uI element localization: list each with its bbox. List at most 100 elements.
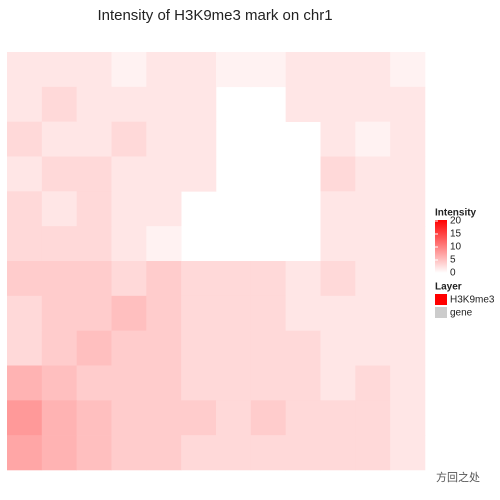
heat-cell <box>146 295 182 331</box>
heat-cell <box>355 226 391 262</box>
heat-cell <box>111 365 147 401</box>
heat-cell <box>390 52 426 88</box>
heat-cell <box>250 400 286 436</box>
heat-cell <box>111 435 147 471</box>
heat-cell <box>250 52 286 88</box>
heat-cell <box>390 156 426 192</box>
heat-cell <box>7 400 43 436</box>
heat-cell <box>320 400 356 436</box>
heat-cell <box>76 226 112 262</box>
heat-cell <box>111 295 147 331</box>
heat-cell <box>285 330 321 366</box>
heat-cell <box>41 435 77 471</box>
heat-cell <box>111 156 147 192</box>
heat-cell <box>320 365 356 401</box>
heat-cell <box>7 156 43 192</box>
heat-cell <box>111 52 147 88</box>
heat-cell <box>320 156 356 192</box>
legend-label: gene <box>450 308 473 319</box>
heat-cell <box>320 52 356 88</box>
heat-cell <box>76 191 112 227</box>
heat-cell <box>390 191 426 227</box>
heat-cell <box>216 400 252 436</box>
heat-cell <box>216 52 252 88</box>
heat-cell <box>76 52 112 88</box>
heat-cell <box>7 365 43 401</box>
heat-cell <box>390 226 426 262</box>
heat-cell <box>181 121 217 157</box>
heat-cell <box>76 121 112 157</box>
heat-cell <box>111 226 147 262</box>
heat-cell <box>250 435 286 471</box>
heat-cell <box>285 261 321 297</box>
heat-cell <box>355 86 391 122</box>
heat-cell <box>181 400 217 436</box>
heat-cell <box>41 156 77 192</box>
heat-cell <box>355 330 391 366</box>
heat-cell <box>41 365 77 401</box>
heat-cell <box>250 295 286 331</box>
heat-cell <box>41 121 77 157</box>
heat-cell <box>320 435 356 471</box>
heat-cell <box>181 261 217 297</box>
colorbar-label: 15 <box>450 229 462 240</box>
heat-cell <box>181 330 217 366</box>
colorbar-label: 0 <box>450 268 456 279</box>
heat-cell <box>355 121 391 157</box>
heat-cell <box>320 191 356 227</box>
heat-cell <box>146 400 182 436</box>
heat-cell <box>181 52 217 88</box>
heat-cell <box>41 191 77 227</box>
heat-cell <box>355 156 391 192</box>
heat-cell <box>7 295 43 331</box>
heat-cell <box>355 295 391 331</box>
heat-cell <box>7 435 43 471</box>
heat-cell <box>41 226 77 262</box>
heat-cell <box>146 191 182 227</box>
heat-cell <box>146 261 182 297</box>
heat-cell <box>285 400 321 436</box>
heat-cell <box>146 156 182 192</box>
heat-cell <box>41 295 77 331</box>
heat-cell <box>320 261 356 297</box>
heat-cell <box>390 435 426 471</box>
heat-cell <box>41 400 77 436</box>
heat-cell <box>320 86 356 122</box>
heat-cell <box>320 226 356 262</box>
heat-cell <box>285 86 321 122</box>
heat-cell <box>41 86 77 122</box>
heat-cell <box>285 52 321 88</box>
heat-cell <box>320 330 356 366</box>
heat-cell <box>41 261 77 297</box>
heat-cell <box>7 86 43 122</box>
colorbar-label: 5 <box>450 255 456 266</box>
heat-cell <box>355 435 391 471</box>
heat-cell <box>390 365 426 401</box>
legend-title: Layer <box>435 282 462 293</box>
heat-cell <box>285 435 321 471</box>
heat-cell <box>320 121 356 157</box>
heat-cell <box>181 156 217 192</box>
heat-cell <box>76 261 112 297</box>
legend-title: Intensity <box>435 208 477 219</box>
heat-cell <box>111 330 147 366</box>
heat-cell <box>181 435 217 471</box>
heat-cell <box>7 191 43 227</box>
heat-cell <box>390 295 426 331</box>
colorbar-label: 10 <box>450 242 462 253</box>
heat-cell <box>146 330 182 366</box>
heat-cell <box>250 261 286 297</box>
heat-cell <box>76 330 112 366</box>
heat-cell <box>216 261 252 297</box>
heat-cell <box>216 330 252 366</box>
heat-cell <box>111 191 147 227</box>
heat-cell <box>7 330 43 366</box>
heat-cell <box>320 295 356 331</box>
heat-cell <box>41 330 77 366</box>
heat-cell <box>216 365 252 401</box>
heat-cell <box>355 261 391 297</box>
heat-cell <box>76 295 112 331</box>
heat-cell <box>216 435 252 471</box>
heat-cell <box>250 330 286 366</box>
heat-cell <box>181 365 217 401</box>
